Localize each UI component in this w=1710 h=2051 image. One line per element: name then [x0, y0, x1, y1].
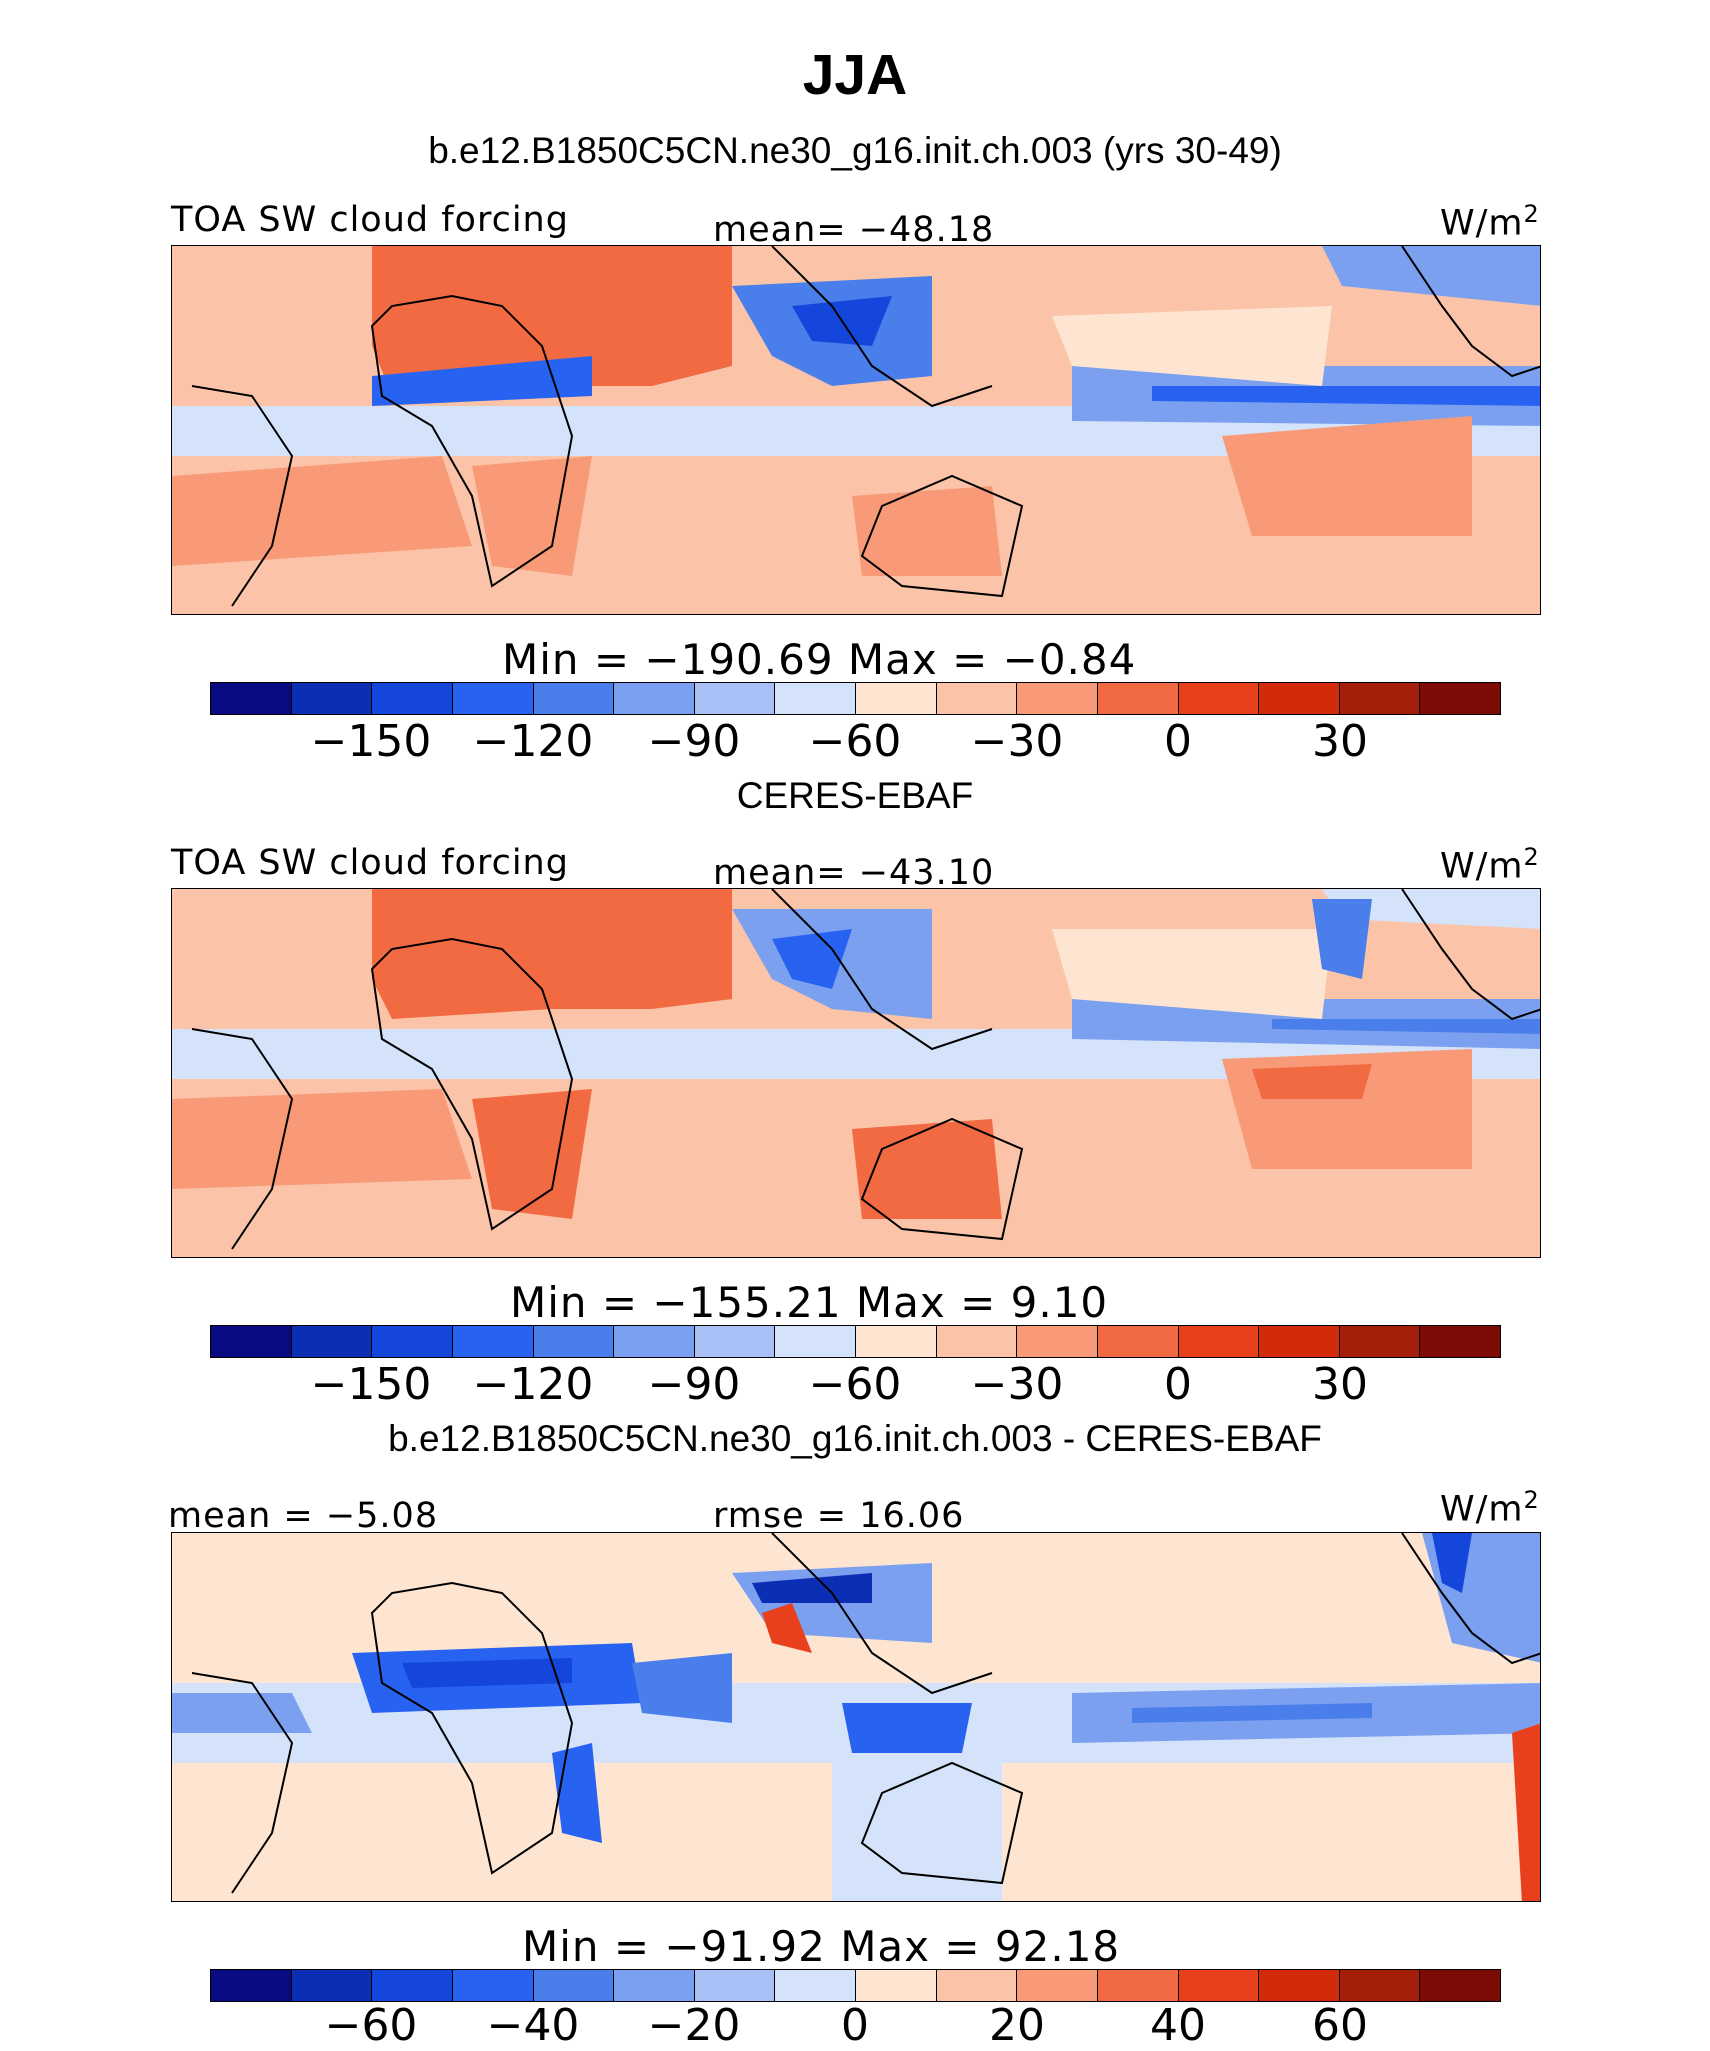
colorbar-segment	[936, 1326, 1018, 1357]
colorbar-segment	[1259, 683, 1340, 714]
colorbar-segment	[694, 683, 776, 714]
panel2-tick: −30	[970, 1359, 1064, 1410]
colorbar-segment	[1420, 683, 1500, 714]
colorbar-segment	[1259, 1970, 1340, 2001]
colorbar-segment	[1339, 683, 1421, 714]
colorbar-segment	[452, 683, 534, 714]
panel1-tick: −120	[472, 716, 594, 767]
colorbar-segment	[775, 1326, 856, 1357]
colorbar-segment	[291, 1326, 373, 1357]
colorbar-segment	[211, 1326, 292, 1357]
colorbar-segment	[1097, 1326, 1179, 1357]
panel1-tick: −60	[808, 716, 902, 767]
panel3-units-label: W/m2	[1440, 1486, 1540, 1530]
panel3-tick: −40	[486, 2000, 580, 2051]
colorbar-segment	[291, 1970, 373, 2001]
panel3-map	[171, 1532, 1541, 1902]
panel3-tick: 20	[989, 2000, 1045, 2051]
panel1-tick: −90	[647, 716, 741, 767]
panel3-tick: 60	[1312, 2000, 1368, 2051]
figure-title: JJA	[802, 43, 908, 107]
panel3-tick: 40	[1150, 2000, 1206, 2051]
colorbar-segment	[1178, 683, 1260, 714]
colorbar-segment	[533, 683, 615, 714]
panel2-units-label: W/m2	[1440, 843, 1540, 887]
panel1-map	[171, 245, 1541, 615]
panel1-tick: −150	[310, 716, 432, 767]
panel3-tick: −60	[324, 2000, 418, 2051]
panel3-tick: −20	[647, 2000, 741, 2051]
colorbar-segment	[614, 1970, 695, 2001]
panel2-colorbar	[210, 1325, 1501, 1358]
colorbar-segment	[452, 1326, 534, 1357]
panel1-tick: −30	[970, 716, 1064, 767]
colorbar-segment	[211, 1970, 292, 2001]
model-case-title: b.e12.B1850C5CN.ne30_g16.init.ch.003 (yr…	[428, 130, 1282, 171]
colorbar-segment	[1259, 1326, 1340, 1357]
panel2-minmax-label: Min = −155.21 Max = 9.10	[510, 1278, 1109, 1327]
colorbar-segment	[614, 683, 695, 714]
obs-case-title: CERES-EBAF	[736, 775, 974, 816]
panel1-colorbar	[210, 682, 1501, 715]
colorbar-segment	[694, 1326, 776, 1357]
colorbar-segment	[372, 683, 453, 714]
diff-case-title: b.e12.B1850C5CN.ne30_g16.init.ch.003 - C…	[388, 1418, 1322, 1459]
colorbar-segment	[1339, 1326, 1421, 1357]
colorbar-segment	[1420, 1970, 1500, 2001]
colorbar-segment	[452, 1970, 534, 2001]
colorbar-segment	[1339, 1970, 1421, 2001]
panel2-tick: 0	[1164, 1359, 1192, 1410]
colorbar-segment	[372, 1970, 453, 2001]
panel1-minmax-label: Min = −190.69 Max = −0.84	[502, 635, 1137, 684]
colorbar-segment	[211, 683, 292, 714]
colorbar-segment	[1178, 1326, 1260, 1357]
colorbar-segment	[1178, 1970, 1260, 2001]
panel2-tick: −120	[472, 1359, 594, 1410]
panel2-tick: −60	[808, 1359, 902, 1410]
colorbar-segment	[1017, 683, 1098, 714]
colorbar-segment	[936, 1970, 1018, 2001]
panel2-mean-label: mean= −43.10	[713, 853, 995, 893]
colorbar-segment	[936, 683, 1018, 714]
panel2-variable-label: TOA SW cloud forcing	[171, 843, 569, 883]
panel1-units-label: W/m2	[1440, 200, 1540, 244]
colorbar-segment	[1420, 1326, 1500, 1357]
colorbar-segment	[614, 1326, 695, 1357]
colorbar-segment	[775, 683, 856, 714]
panel2-tick: −150	[310, 1359, 432, 1410]
panel1-tick: 30	[1312, 716, 1368, 767]
panel1-tick: 0	[1164, 716, 1192, 767]
panel1-variable-label: TOA SW cloud forcing	[171, 200, 569, 240]
colorbar-segment	[856, 1970, 937, 2001]
colorbar-segment	[856, 1326, 937, 1357]
panel2-tick: −90	[647, 1359, 741, 1410]
panel3-minmax-label: Min = −91.92 Max = 92.18	[522, 1922, 1121, 1971]
panel3-tick: 0	[841, 2000, 869, 2051]
colorbar-segment	[372, 1326, 453, 1357]
panel1-mean-label: mean= −48.18	[713, 210, 995, 250]
colorbar-segment	[291, 683, 373, 714]
panel3-colorbar	[210, 1969, 1501, 2002]
colorbar-segment	[1017, 1970, 1098, 2001]
panel3-rmse-label: rmse = 16.06	[713, 1496, 965, 1536]
panel3-mean-label: mean = −5.08	[168, 1496, 439, 1536]
colorbar-segment	[533, 1970, 615, 2001]
colorbar-segment	[775, 1970, 856, 2001]
colorbar-segment	[1097, 1970, 1179, 2001]
panel2-map	[171, 888, 1541, 1258]
colorbar-segment	[694, 1970, 776, 2001]
panel2-tick: 30	[1312, 1359, 1368, 1410]
colorbar-segment	[856, 683, 937, 714]
colorbar-segment	[1017, 1326, 1098, 1357]
colorbar-segment	[1097, 683, 1179, 714]
colorbar-segment	[533, 1326, 615, 1357]
